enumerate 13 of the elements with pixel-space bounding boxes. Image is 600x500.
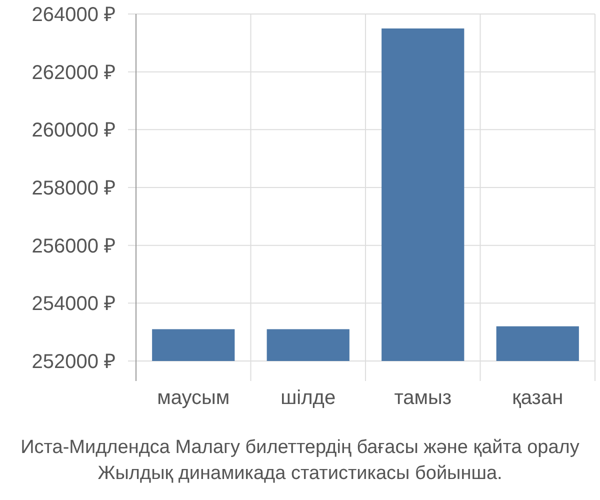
text: Жылдық динамикада статистикасы бойынша. [98, 463, 502, 484]
x-tick-label: тамыз [394, 387, 452, 409]
y-tick-label: 260000 ₽ [32, 120, 116, 142]
y-tick-label: 262000 ₽ [32, 62, 116, 84]
text: Иста-Мидлендса Малагу билеттердің бағасы және қайта оралу [20, 437, 580, 458]
y-tick-label: 258000 ₽ [32, 178, 116, 200]
y-tick-label: 252000 ₽ [32, 351, 116, 373]
y-tick-label: 264000 ₽ [32, 4, 116, 26]
y-tick-label: 256000 ₽ [32, 235, 116, 258]
y-tick-label: 254000 ₽ [32, 293, 116, 316]
x-tick-label: шілде [280, 387, 336, 409]
x-tick-label: қазан [512, 387, 564, 409]
x-tick-label: маусым [157, 387, 230, 409]
